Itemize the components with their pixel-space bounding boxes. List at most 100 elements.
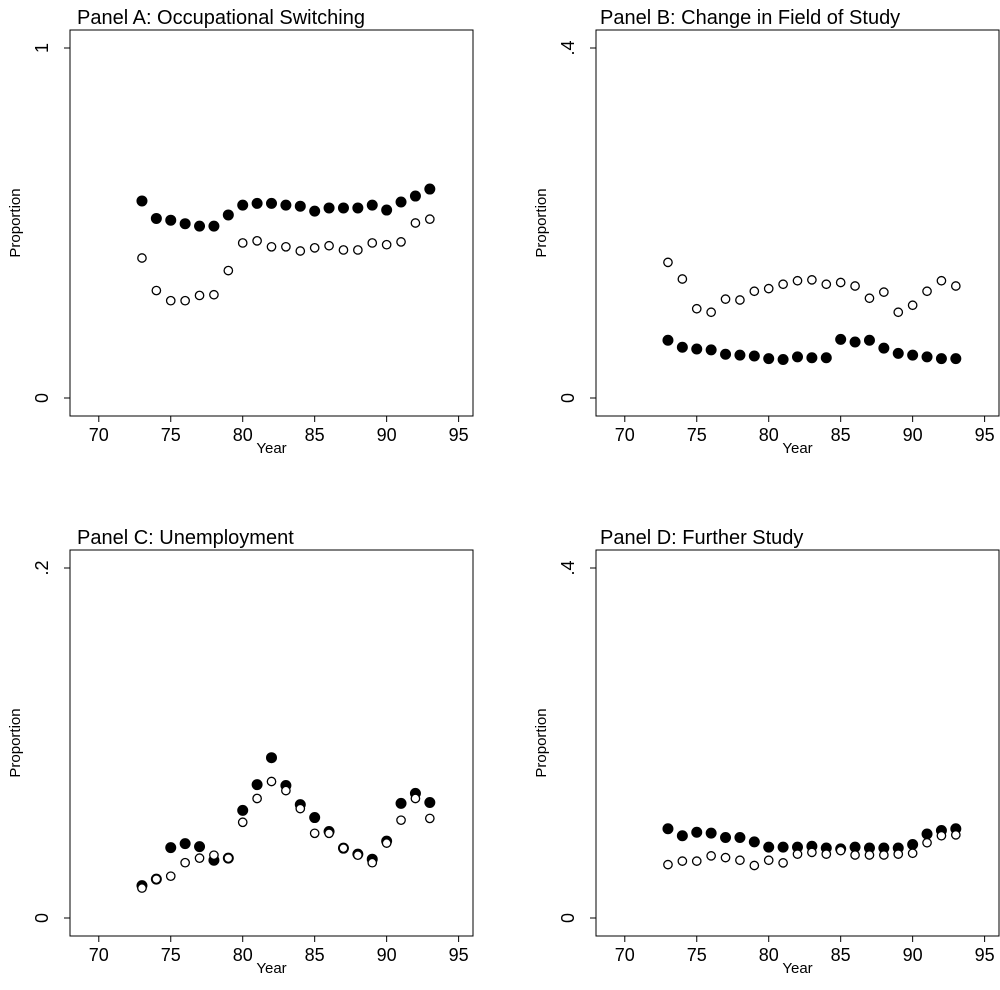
- point-hollow: [735, 855, 745, 866]
- point-hollow: [367, 857, 378, 868]
- point-hollow: [367, 238, 378, 248]
- x-tick-label: 95: [449, 425, 469, 445]
- point-filled: [323, 202, 335, 214]
- point-filled: [179, 838, 191, 850]
- point-filled: [208, 220, 220, 232]
- point-hollow: [165, 295, 176, 306]
- point-hollow: [936, 830, 947, 841]
- point-filled: [266, 197, 277, 209]
- point-filled: [849, 336, 861, 348]
- point-hollow: [223, 265, 234, 276]
- panel-title: Panel D: Further Study: [600, 527, 803, 549]
- point-filled: [748, 836, 760, 848]
- point-hollow: [922, 286, 932, 297]
- point-filled: [691, 826, 703, 838]
- x-tick-label: 90: [377, 945, 397, 965]
- point-filled: [194, 841, 206, 853]
- x-axis-label: Year: [256, 440, 286, 457]
- y-axis-label: Proportion: [533, 188, 550, 257]
- point-hollow: [879, 287, 889, 297]
- point-hollow: [324, 828, 334, 839]
- point-hollow: [663, 859, 673, 870]
- point-hollow: [252, 793, 262, 804]
- point-hollow: [879, 850, 889, 860]
- point-filled: [395, 797, 407, 809]
- point-filled: [676, 341, 688, 353]
- point-filled: [763, 841, 775, 853]
- point-filled: [150, 212, 162, 224]
- point-filled: [337, 202, 349, 214]
- point-filled: [792, 351, 803, 363]
- point-hollow: [194, 853, 205, 864]
- y-axis-label: Proportion: [7, 188, 24, 257]
- point-hollow: [677, 274, 688, 284]
- y-axis-label: Proportion: [7, 708, 24, 777]
- point-hollow: [381, 239, 392, 250]
- point-filled: [950, 353, 962, 365]
- point-hollow: [353, 245, 363, 255]
- x-tick-label: 90: [903, 945, 923, 965]
- x-tick-label: 75: [687, 945, 707, 965]
- point-filled: [366, 199, 378, 211]
- x-tick-label: 75: [161, 945, 181, 965]
- point-filled: [222, 209, 234, 221]
- point-filled: [309, 205, 321, 217]
- point-hollow: [194, 290, 205, 301]
- point-filled: [820, 352, 832, 364]
- plot-frame: [595, 29, 1000, 417]
- point-hollow: [353, 850, 363, 861]
- point-hollow: [691, 856, 702, 866]
- point-filled: [921, 351, 933, 363]
- point-hollow: [223, 853, 234, 864]
- point-filled: [676, 830, 688, 842]
- point-hollow: [792, 849, 803, 859]
- point-filled: [194, 220, 206, 232]
- point-hollow: [735, 295, 745, 305]
- point-filled: [863, 334, 875, 346]
- panel-title: Panel C: Unemployment: [77, 527, 294, 549]
- point-hollow: [821, 279, 832, 290]
- point-hollow: [180, 857, 190, 868]
- point-hollow: [237, 817, 248, 828]
- point-filled: [424, 797, 436, 808]
- point-filled: [662, 334, 674, 346]
- point-hollow: [396, 815, 406, 826]
- point-filled: [381, 204, 393, 216]
- x-tick-label: 70: [615, 425, 635, 445]
- point-filled: [935, 353, 947, 365]
- point-filled: [907, 349, 919, 361]
- x-tick-label: 80: [759, 945, 779, 965]
- point-filled: [237, 804, 249, 816]
- point-filled: [691, 343, 703, 355]
- y-axis-label: Proportion: [533, 708, 550, 777]
- point-hollow: [706, 307, 716, 318]
- x-tick-label: 95: [975, 425, 995, 445]
- panel-b: Panel B: Change in Field of Study 0 .4 70 75…: [533, 7, 1000, 457]
- x-tick-label: 85: [831, 945, 851, 965]
- point-hollow: [706, 851, 716, 861]
- x-tick-label: 95: [449, 945, 469, 965]
- point-hollow: [410, 793, 421, 804]
- point-filled: [662, 823, 674, 835]
- point-hollow: [807, 275, 817, 285]
- y-tick-label: 0: [558, 913, 578, 923]
- panel-a: Panel A: Occupational Switching 0 1 70 75 80 8…: [7, 7, 474, 457]
- point-hollow: [720, 294, 731, 304]
- plot-frame: [69, 29, 474, 417]
- point-filled: [705, 827, 717, 839]
- point-hollow: [663, 257, 673, 268]
- x-axis-label: Year: [782, 960, 812, 977]
- point-hollow: [922, 837, 932, 848]
- y-tick-label: 0: [558, 393, 578, 403]
- plot-frame: [69, 549, 474, 937]
- point-hollow: [720, 852, 731, 863]
- point-filled: [179, 218, 191, 230]
- point-hollow: [252, 236, 262, 246]
- point-hollow: [151, 285, 162, 296]
- point-hollow: [850, 850, 860, 860]
- plot-frame: [595, 549, 1000, 937]
- point-filled: [907, 839, 919, 850]
- point-hollow: [936, 275, 947, 286]
- point-hollow: [850, 281, 860, 291]
